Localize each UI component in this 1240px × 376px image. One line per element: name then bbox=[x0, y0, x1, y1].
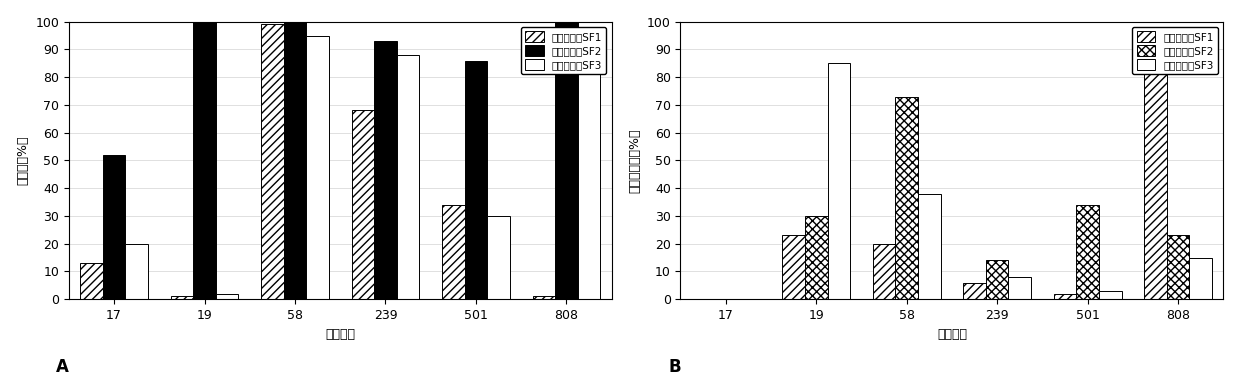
Legend: 分化培养埾SF1, 分化培养埾SF2, 分化培养埾SF3: 分化培养埾SF1, 分化培养埾SF2, 分化培养埾SF3 bbox=[521, 27, 606, 74]
Bar bbox=[352, 111, 374, 299]
Bar bbox=[1099, 291, 1121, 299]
X-axis label: 水稻品系: 水稻品系 bbox=[325, 327, 355, 341]
Bar bbox=[918, 194, 941, 299]
Bar bbox=[103, 155, 125, 299]
Text: B: B bbox=[668, 358, 681, 376]
Bar bbox=[1054, 294, 1076, 299]
X-axis label: 水稻品系: 水稻品系 bbox=[937, 327, 967, 341]
Text: A: A bbox=[56, 358, 69, 376]
Bar bbox=[1008, 277, 1032, 299]
Y-axis label: 高频分化率（%）: 高频分化率（%） bbox=[629, 128, 641, 193]
Bar bbox=[578, 63, 600, 299]
Bar bbox=[171, 297, 193, 299]
Bar bbox=[193, 22, 216, 299]
Bar bbox=[306, 36, 329, 299]
Bar bbox=[873, 244, 895, 299]
Bar bbox=[1076, 205, 1099, 299]
Bar bbox=[1167, 235, 1189, 299]
Bar bbox=[441, 205, 465, 299]
Bar bbox=[465, 61, 487, 299]
Bar bbox=[284, 22, 306, 299]
Bar bbox=[81, 263, 103, 299]
Bar bbox=[556, 22, 578, 299]
Bar bbox=[487, 216, 510, 299]
Bar bbox=[1145, 30, 1167, 299]
Bar bbox=[1189, 258, 1211, 299]
Bar bbox=[986, 261, 1008, 299]
Bar bbox=[782, 235, 805, 299]
Bar bbox=[125, 244, 148, 299]
Bar bbox=[374, 41, 397, 299]
Bar bbox=[963, 283, 986, 299]
Bar bbox=[827, 63, 851, 299]
Y-axis label: 分化率（%）: 分化率（%） bbox=[16, 136, 30, 185]
Bar bbox=[805, 216, 827, 299]
Bar bbox=[532, 297, 556, 299]
Bar bbox=[216, 294, 238, 299]
Bar bbox=[397, 55, 419, 299]
Bar bbox=[895, 97, 918, 299]
Bar bbox=[262, 24, 284, 299]
Legend: 分化培养埾SF1, 分化培养埾SF2, 分化培养埾SF3: 分化培养埾SF1, 分化培养埾SF2, 分化培养埾SF3 bbox=[1132, 27, 1218, 74]
